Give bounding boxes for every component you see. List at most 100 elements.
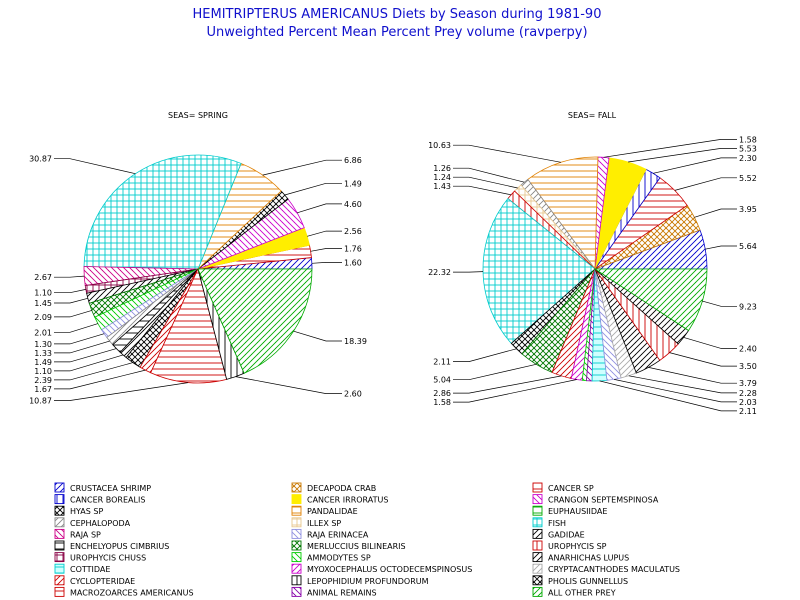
legend-item-hyas-sp: HYAS SP	[54, 505, 103, 516]
chart-subtitle: Unweighted Percent Mean Percent Prey vol…	[206, 25, 587, 40]
legend-item-ammodytes-sp: AMMODYTES SP	[291, 552, 371, 563]
value-label-fall-5: 1.58	[739, 135, 757, 144]
legend-label-ammodytes-sp: AMMODYTES SP	[307, 554, 371, 563]
leader-line-spring-4	[284, 182, 342, 196]
leader-line-fall-5	[603, 139, 737, 158]
legend-label-cancer-irroratus: CANCER IRRORATUS	[307, 496, 388, 505]
legend-item-raja-erinacea: RAJA ERINACEA	[291, 528, 369, 539]
pie-fall: 1.585.532.305.523.955.649.232.403.503.79…	[428, 135, 757, 416]
leader-line-spring-13	[54, 340, 110, 354]
leader-line-fall-18	[614, 379, 737, 403]
leader-line-fall-22	[683, 337, 737, 349]
legend-label-crangon-septemspinosa: CRANGON SEPTEMSPINOSA	[548, 496, 659, 505]
value-label-fall-9: 1.43	[433, 182, 451, 191]
legend-item-cancer-sp: CANCER SP	[532, 482, 594, 493]
legend-label-raja-erinacea: RAJA ERINACEA	[307, 530, 369, 539]
leader-line-spring-11	[54, 323, 99, 333]
legend-item-gadidae: GADIDAE	[532, 528, 585, 539]
value-label-spring-14: 1.49	[34, 358, 52, 367]
legend-label-anarhichas-lupus: ANARHICHAS LUPUS	[548, 554, 629, 563]
value-label-fall-12: 5.04	[433, 376, 451, 385]
legend: CRUSTACEA SHRIMP DECAPODA CRAB CANCER SP CA…	[54, 482, 680, 597]
legend-item-anarhichas-lupus: ANARHICHAS LUPUS	[532, 552, 629, 563]
panel-label-fall: SEAS= FALL	[568, 111, 617, 120]
value-label-spring-8: 1.10	[34, 289, 52, 298]
value-label-spring-11: 2.01	[34, 328, 52, 337]
legend-label-pandalidae: PANDALIDAE	[307, 507, 358, 516]
value-label-spring-18: 10.87	[29, 397, 52, 406]
legend-label-hyas-sp: HYAS SP	[70, 507, 103, 516]
legend-item-merluccius-bilinearis: MERLUCCIUS BILINEARIS	[291, 540, 406, 551]
leader-line-spring-9	[54, 297, 88, 304]
legend-item-urophycis-sp: UROPHYCIS SP	[532, 540, 607, 551]
legend-item-pholis-gunnellus: PHOLIS GUNNELLUS	[532, 575, 628, 586]
leader-line-fall-2	[674, 177, 737, 191]
value-label-fall-14: 1.58	[433, 398, 451, 407]
legend-swatch-hyas-sp	[54, 505, 65, 516]
legend-label-euphausiidae: EUPHAUSIIDAE	[548, 507, 607, 516]
legend-item-cyclopteridae: CYCLOPTERIDAE	[54, 575, 135, 586]
leader-line-fall-9	[453, 185, 512, 196]
value-label-fall-19: 2.28	[739, 389, 757, 398]
legend-label-urophycis-sp: UROPHYCIS SP	[548, 542, 607, 551]
legend-swatch-pholis-gunnellus	[532, 575, 543, 586]
value-label-spring-10: 2.09	[34, 313, 52, 322]
legend-swatch-crustacea-shrimp	[54, 482, 65, 493]
legend-swatch-enchelyopus-cimbrius	[54, 540, 65, 551]
legend-swatch-animal-remains	[291, 586, 302, 597]
leader-line-spring-14	[54, 348, 117, 363]
legend-item-urophycis-chuss: UROPHYCIS CHUSS	[54, 552, 146, 563]
leader-line-fall-23	[702, 300, 737, 307]
legend-swatch-crangon-septemspinosa	[532, 494, 543, 505]
legend-label-enchelyopus-cimbrius: ENCHELYOPUS CIMBRIUS	[70, 542, 169, 551]
legend-swatch-illex-sp	[291, 517, 302, 528]
leader-line-fall-6	[453, 144, 562, 163]
value-label-spring-2: 2.56	[344, 227, 362, 236]
value-label-spring-15: 1.10	[34, 367, 52, 376]
leader-line-spring-8	[54, 289, 86, 294]
leader-line-spring-18	[54, 382, 189, 401]
leader-line-fall-3	[653, 157, 737, 174]
legend-swatch-lepophidium-profundorum	[291, 575, 302, 586]
leader-line-spring-0	[311, 262, 342, 264]
legend-item-decapoda-crab: DECAPODA CRAB	[291, 482, 376, 493]
legend-label-cephalopoda: CEPHALOPODA	[70, 519, 131, 528]
value-label-fall-22: 2.40	[739, 344, 757, 353]
legend-item-cancer-borealis: CANCER BOREALIS	[54, 494, 145, 505]
legend-label-cancer-sp: CANCER SP	[548, 484, 594, 493]
legend-label-illex-sp: ILLEX SP	[307, 519, 341, 528]
value-label-spring-17: 1.67	[34, 385, 52, 394]
pie-spring: 6.86 1.49 4.60 2.56 1.76 1.60 18.39 2.60 30.87 2.…	[29, 154, 367, 406]
legend-swatch-cyclopteridae	[54, 575, 65, 586]
legend-swatch-decapoda-crab	[291, 482, 302, 493]
legend-swatch-anarhichas-lupus	[532, 552, 543, 563]
legend-swatch-macrozoarces-americanus	[54, 586, 65, 597]
leader-line-fall-8	[453, 176, 518, 189]
slice-spring-all-other-prey-20	[197, 268, 313, 374]
value-label-spring-3: 4.60	[344, 200, 362, 209]
leader-line-fall-12	[453, 363, 537, 381]
value-label-fall-4: 5.53	[739, 144, 757, 153]
value-label-fall-3: 2.30	[739, 154, 757, 163]
legend-item-animal-remains: ANIMAL REMAINS	[291, 586, 377, 597]
value-label-fall-20: 3.79	[739, 379, 757, 388]
legend-item-lepophidium-profundorum: LEPOPHIDIUM PROFUNDORUM	[291, 575, 429, 586]
value-label-fall-6: 10.63	[428, 141, 451, 150]
legend-item-macrozoarces-americanus: MACROZOARCES AMERICANUS	[54, 586, 194, 597]
legend-swatch-cephalopoda	[54, 517, 65, 528]
leader-line-fall-1	[694, 208, 737, 218]
value-label-fall-1: 3.95	[739, 205, 757, 214]
value-label-spring-7: 2.67	[34, 273, 52, 282]
legend-item-pandalidae: PANDALIDAE	[291, 505, 358, 516]
slice-fall-fish-10	[482, 198, 596, 344]
legend-label-cryptacanthodes-maculatus: CRYPTACANTHODES MACULATUS	[548, 565, 680, 574]
value-label-fall-8: 1.24	[433, 173, 451, 182]
legend-item-crangon-septemspinosa: CRANGON SEPTEMSPINOSA	[532, 494, 659, 505]
value-label-fall-13: 2.86	[433, 389, 451, 398]
value-label-spring-19: 2.60	[344, 390, 362, 399]
leader-line-spring-2	[307, 230, 342, 237]
pie-panels: 6.86 1.49 4.60 2.56 1.76 1.60 18.39 2.60 30.87 2.…	[29, 135, 757, 416]
leader-line-spring-17	[54, 369, 146, 390]
legend-item-fish: FISH	[532, 517, 566, 528]
